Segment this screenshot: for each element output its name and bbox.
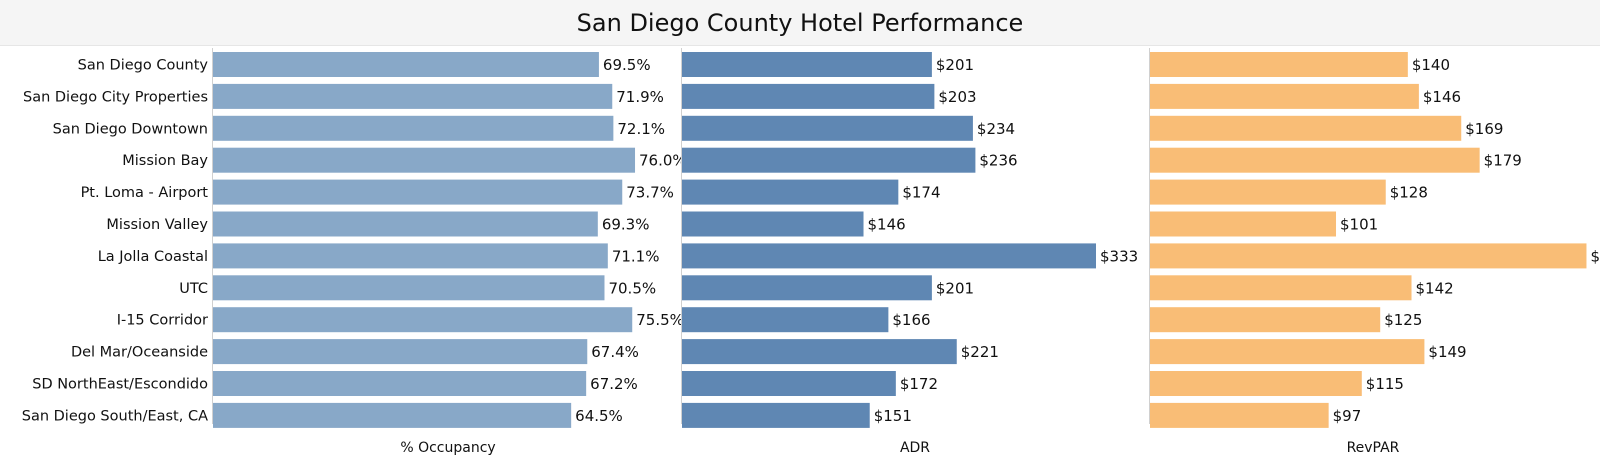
occupancy-axis-title: % Occupancy — [400, 440, 495, 456]
revpar-value-label: $169 — [1465, 120, 1503, 138]
revpar-bar[interactable] — [1150, 211, 1337, 237]
revpar-value-label: $142 — [1416, 279, 1454, 297]
occupancy-value-label: 64.5% — [575, 407, 623, 425]
adr-bar[interactable] — [682, 147, 976, 173]
chart-title: San Diego County Hotel Performance — [576, 9, 1024, 37]
occupancy-value-label: 72.1% — [617, 120, 665, 138]
adr-value-label: $234 — [977, 120, 1015, 138]
occupancy-value-label: 70.5% — [608, 279, 656, 297]
revpar-bar[interactable] — [1150, 402, 1329, 428]
revpar-bar[interactable] — [1150, 339, 1425, 365]
occupancy-value-label: 67.4% — [591, 343, 639, 361]
category-label: San Diego Downtown — [53, 121, 208, 137]
revpar-value-label: $97 — [1333, 407, 1362, 425]
revpar-bar[interactable] — [1150, 115, 1462, 141]
occupancy-value-label: 73.7% — [626, 184, 674, 202]
revpar-value-label: $140 — [1412, 56, 1450, 74]
revpar-value-label: $125 — [1384, 311, 1422, 329]
category-label: San Diego County — [78, 58, 209, 74]
revpar-bar[interactable] — [1150, 179, 1386, 205]
revpar-value-label: $146 — [1423, 88, 1461, 106]
category-label: Pt. Loma - Airport — [81, 185, 209, 201]
occupancy-bar[interactable] — [213, 371, 587, 396]
revpar-value-label: $149 — [1428, 343, 1466, 361]
adr-value-label: $146 — [868, 216, 906, 234]
occupancy-bar[interactable] — [213, 211, 598, 237]
revpar-bar[interactable] — [1150, 307, 1381, 333]
revpar-bar[interactable] — [1150, 52, 1408, 77]
occupancy-bar[interactable] — [213, 339, 588, 365]
adr-value-label: $151 — [874, 407, 912, 425]
category-label: Mission Valley — [106, 217, 208, 233]
revpar-value-label: $115 — [1366, 375, 1404, 393]
title-bar: San Diego County Hotel Performance — [0, 0, 1600, 46]
category-label: UTC — [179, 281, 208, 297]
category-label: Mission Bay — [122, 153, 208, 169]
occupancy-value-label: 67.2% — [590, 375, 638, 393]
revpar-bar[interactable] — [1150, 243, 1587, 269]
category-label: San Diego City Properties — [23, 89, 208, 105]
category-label: San Diego South/East, CA — [22, 408, 208, 424]
occupancy-bar[interactable] — [213, 402, 572, 428]
occupancy-bar[interactable] — [213, 52, 599, 77]
occupancy-value-label: 69.3% — [602, 216, 650, 234]
adr-value-label: $201 — [936, 279, 974, 297]
adr-bar[interactable] — [682, 179, 899, 205]
adr-bar[interactable] — [682, 307, 889, 333]
occupancy-bar[interactable] — [213, 83, 613, 109]
revpar-axis-title: RevPAR — [1347, 440, 1400, 456]
category-label: La Jolla Coastal — [98, 249, 208, 265]
occupancy-value-label: 71.9% — [616, 88, 664, 106]
revpar-bar[interactable] — [1150, 83, 1419, 109]
adr-bar[interactable] — [682, 371, 896, 396]
occupancy-value-label: 69.5% — [603, 56, 651, 74]
revpar-bar[interactable] — [1150, 275, 1412, 301]
adr-bar[interactable] — [682, 211, 864, 237]
adr-value-label: $172 — [900, 375, 938, 393]
adr-value-label: $236 — [979, 152, 1017, 170]
occupancy-value-label: 71.1% — [612, 247, 660, 265]
revpar-bar[interactable] — [1150, 147, 1480, 173]
revpar-value-label: $179 — [1484, 152, 1522, 170]
adr-bar[interactable] — [682, 402, 870, 428]
adr-bar[interactable] — [682, 115, 973, 141]
occupancy-bar[interactable] — [213, 147, 636, 173]
occupancy-bar[interactable] — [213, 243, 608, 269]
revpar-value-label: $128 — [1390, 184, 1428, 202]
adr-value-label: $203 — [938, 88, 976, 106]
adr-value-label: $221 — [961, 343, 999, 361]
adr-bar[interactable] — [682, 52, 932, 77]
occupancy-value-label: 75.5% — [636, 311, 684, 329]
revpar-value-label: $237 — [1590, 247, 1600, 265]
adr-bar[interactable] — [682, 275, 932, 301]
occupancy-bar[interactable] — [213, 179, 623, 205]
adr-value-label: $201 — [936, 56, 974, 74]
adr-value-label: $333 — [1100, 247, 1138, 265]
occupancy-value-label: 76.0% — [639, 152, 687, 170]
adr-bar[interactable] — [682, 243, 1096, 269]
adr-value-label: $174 — [902, 184, 940, 202]
occupancy-bar[interactable] — [213, 307, 633, 333]
adr-value-label: $166 — [892, 311, 930, 329]
occupancy-bar[interactable] — [213, 275, 605, 301]
category-label: Del Mar/Oceanside — [71, 345, 208, 361]
revpar-value-label: $101 — [1340, 216, 1378, 234]
category-label: SD NorthEast/Escondido — [32, 377, 208, 393]
revpar-bar[interactable] — [1150, 371, 1362, 396]
category-label: I-15 Corridor — [117, 313, 208, 329]
adr-axis-title: ADR — [900, 440, 930, 456]
occupancy-bar[interactable] — [213, 115, 614, 141]
adr-bar[interactable] — [682, 83, 935, 109]
adr-bar[interactable] — [682, 339, 957, 365]
